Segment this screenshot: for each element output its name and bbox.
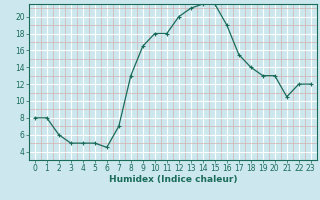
X-axis label: Humidex (Indice chaleur): Humidex (Indice chaleur) [108, 175, 237, 184]
